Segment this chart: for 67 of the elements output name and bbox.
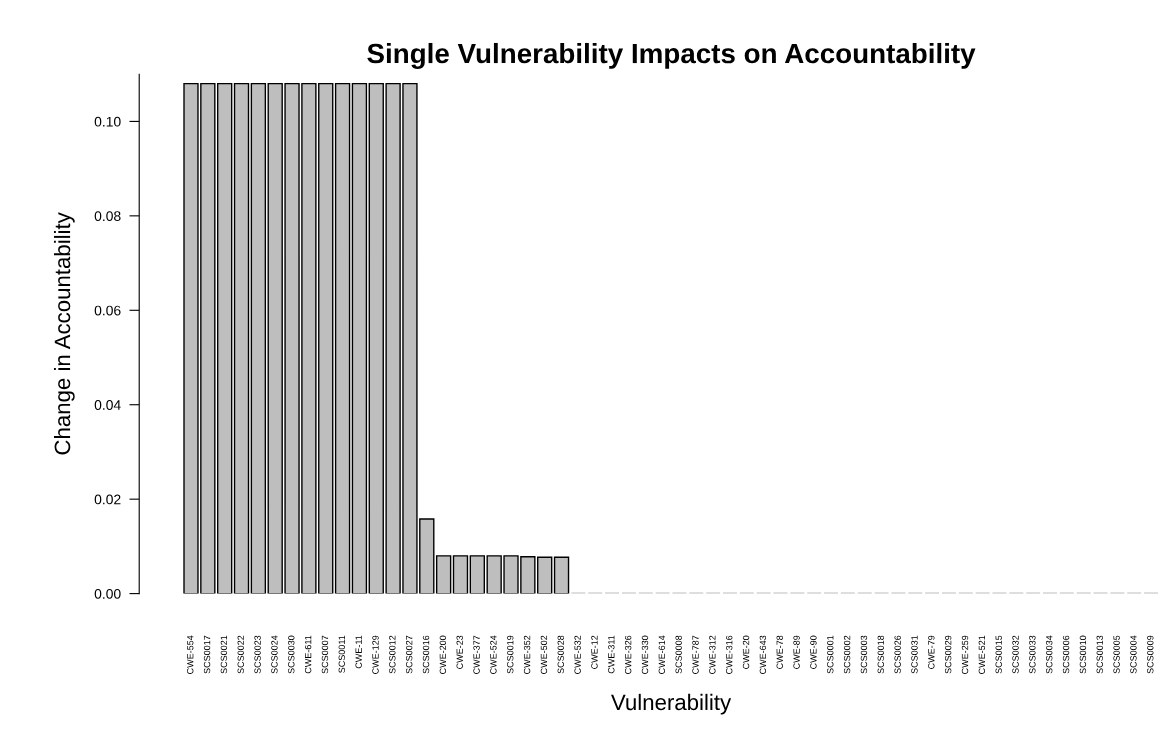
- y-tick-label: 0.10: [94, 116, 121, 127]
- x-tick-label: SCS0003: [860, 635, 868, 674]
- x-axis-title: Vulnerability: [611, 693, 732, 715]
- chart-title: Single Vulnerability Impacts on Accountability: [367, 42, 976, 69]
- x-tick-label: SCS0016: [422, 635, 430, 674]
- x-tick-label: SCS0031: [911, 635, 918, 674]
- x-tick-label: CWE-12: [591, 635, 598, 669]
- x-tick-label: SCS0028: [557, 635, 564, 674]
- x-tick-label: CWE-787: [692, 635, 699, 674]
- x-tick-label: CWE-20: [742, 635, 750, 669]
- x-tick-label: SCS0005: [1113, 635, 1120, 674]
- y-tick-label: 0.00: [94, 588, 121, 599]
- x-tick-label: CWE-90: [810, 635, 817, 669]
- x-tick-label: CWE-316: [726, 635, 733, 674]
- x-tick-label: CWE-23: [456, 635, 463, 669]
- x-tick-label: CWE-312: [709, 635, 716, 674]
- x-tick-label: SCS0032: [1012, 635, 1019, 674]
- y-tick-label: 0.04: [94, 400, 121, 410]
- y-axis-title: Change in Accountability: [53, 212, 75, 455]
- x-tick-label: SCS0001: [827, 635, 834, 674]
- x-tick-label: SCS0006: [1062, 635, 1070, 674]
- x-tick-label: CWE-326: [624, 635, 632, 674]
- x-tick-label: SCS0033: [1029, 635, 1036, 674]
- x-tick-label: SCS0021: [220, 635, 228, 674]
- y-tick-label: 0.02: [94, 494, 121, 505]
- x-tick-label: CWE-89: [793, 635, 800, 669]
- x-tick-label: CWE-330: [641, 635, 649, 674]
- x-tick-label: SCS0012: [389, 635, 396, 674]
- x-tick-label: SCS0024: [271, 635, 278, 674]
- x-tick-label: SCS0027: [405, 635, 413, 674]
- x-tick-label: SCS0002: [843, 635, 851, 674]
- x-tick-label: SCS0022: [237, 635, 244, 674]
- x-tick-label: SCS0011: [338, 635, 345, 673]
- x-tick-label: CWE-521: [978, 635, 986, 674]
- x-tick-label: SCS0034: [1046, 635, 1053, 674]
- x-tick-label: SCS0017: [203, 635, 211, 674]
- x-tick-label: CWE-377: [473, 635, 480, 674]
- x-tick-label: CWE-200: [439, 635, 447, 674]
- x-tick-label: SCS0010: [1079, 635, 1087, 674]
- x-tick-label: SCS0009: [1147, 635, 1154, 674]
- x-tick-label: CWE-311: [608, 635, 615, 674]
- x-tick-label: SCS0007: [321, 635, 329, 674]
- x-tick-label: SCS0029: [944, 635, 952, 674]
- x-tick-label: CWE-502: [540, 635, 548, 674]
- x-tick-label: CWE-643: [759, 635, 767, 674]
- x-tick-label: CWE-79: [928, 635, 935, 669]
- x-tick-label: CWE-129: [372, 635, 379, 674]
- x-tick-label: SCS0008: [675, 635, 682, 674]
- x-tick-label: CWE-611: [304, 635, 312, 674]
- x-tick-label: SCS0015: [995, 635, 1002, 674]
- x-tick-label: CWE-614: [658, 635, 666, 674]
- x-tick-label: CWE-78: [776, 635, 783, 669]
- x-tick-label: SCS0023: [254, 635, 261, 674]
- x-tick-label: CWE-11: [355, 635, 362, 669]
- x-tick-label: SCS0018: [877, 635, 884, 674]
- y-tick-label: 0.06: [94, 305, 121, 316]
- x-tick-label: CWE-524: [490, 635, 497, 674]
- x-tick-label: CWE-352: [523, 635, 531, 674]
- x-tick-label: SCS0026: [894, 635, 901, 674]
- x-tick-label: SCS0019: [507, 635, 514, 674]
- x-tick-label: CWE-554: [187, 635, 194, 674]
- x-tick-label: CWE-259: [961, 635, 969, 674]
- x-tick-label: SCS0030: [288, 635, 295, 674]
- x-tick-label: CWE-532: [574, 635, 581, 674]
- x-tick-label: SCS0004: [1130, 635, 1137, 674]
- x-tick-label: SCS0013: [1096, 635, 1103, 674]
- y-tick-label: 0.08: [94, 211, 121, 222]
